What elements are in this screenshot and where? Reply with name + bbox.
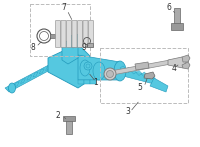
FancyBboxPatch shape [72, 20, 77, 47]
Ellipse shape [80, 60, 90, 76]
Bar [63, 116, 75, 121]
Text: 3: 3 [126, 107, 130, 117]
Polygon shape [78, 80, 84, 84]
Bar [50, 34, 55, 38]
Polygon shape [46, 66, 51, 71]
Polygon shape [136, 71, 142, 76]
Polygon shape [168, 57, 186, 68]
Bar [174, 8, 180, 26]
Bar [66, 118, 72, 134]
Polygon shape [144, 72, 155, 79]
Polygon shape [5, 58, 65, 92]
Polygon shape [21, 78, 26, 83]
Text: 8: 8 [31, 42, 35, 51]
Polygon shape [147, 74, 153, 78]
Bar [171, 23, 183, 30]
Polygon shape [52, 62, 57, 67]
Polygon shape [78, 55, 120, 80]
Ellipse shape [93, 62, 105, 80]
Polygon shape [27, 75, 32, 80]
Text: 9: 9 [82, 42, 86, 51]
Polygon shape [141, 72, 147, 77]
Polygon shape [14, 82, 19, 87]
Polygon shape [105, 60, 171, 76]
Polygon shape [8, 85, 13, 90]
Ellipse shape [84, 62, 92, 70]
Text: 1: 1 [94, 77, 98, 86]
Ellipse shape [104, 68, 116, 80]
Polygon shape [62, 38, 78, 64]
FancyBboxPatch shape [83, 20, 88, 47]
Text: 4: 4 [172, 64, 176, 72]
Polygon shape [58, 59, 63, 64]
Polygon shape [120, 66, 126, 71]
Text: 7: 7 [62, 2, 66, 11]
Polygon shape [90, 80, 96, 84]
Polygon shape [135, 62, 149, 70]
Polygon shape [67, 33, 80, 48]
Ellipse shape [106, 71, 114, 77]
FancyBboxPatch shape [56, 20, 61, 47]
Polygon shape [131, 69, 137, 74]
Polygon shape [33, 72, 38, 77]
Polygon shape [182, 55, 190, 62]
FancyBboxPatch shape [89, 20, 94, 47]
Polygon shape [39, 69, 44, 74]
Ellipse shape [86, 64, 90, 68]
Text: 5: 5 [138, 82, 142, 91]
Polygon shape [150, 78, 168, 92]
Polygon shape [84, 80, 90, 84]
Text: 6: 6 [167, 2, 171, 11]
Polygon shape [119, 67, 155, 84]
Bar [87, 43, 93, 47]
Polygon shape [125, 67, 131, 72]
FancyBboxPatch shape [67, 20, 72, 47]
Polygon shape [48, 44, 90, 88]
FancyBboxPatch shape [61, 20, 66, 47]
FancyBboxPatch shape [78, 20, 83, 47]
Text: 2: 2 [56, 111, 60, 120]
Ellipse shape [9, 83, 16, 93]
Polygon shape [182, 62, 190, 69]
Ellipse shape [114, 61, 126, 81]
